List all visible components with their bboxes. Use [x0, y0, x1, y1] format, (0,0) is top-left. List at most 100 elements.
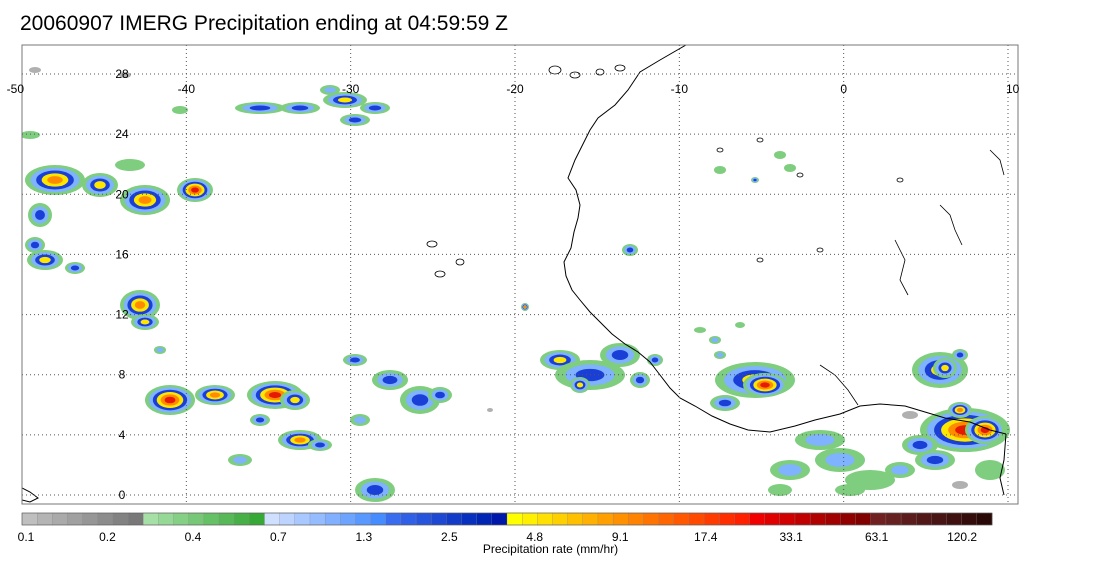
precip-cell	[711, 337, 719, 343]
lon-tick-label: 0	[840, 82, 847, 96]
colorbar-swatch	[385, 512, 402, 526]
precip-cell	[191, 187, 199, 193]
colorbar-swatch	[188, 512, 205, 526]
colorbar-swatch	[582, 512, 599, 526]
map-frame	[21, 44, 1019, 505]
precip-cell	[778, 464, 802, 476]
colorbar-swatch	[309, 512, 326, 526]
lat-tick-label: 0	[119, 488, 126, 502]
colorbar-label: 9.1	[612, 530, 629, 544]
colorbar-swatch	[461, 512, 478, 526]
island-outline	[614, 64, 626, 72]
precip-cell	[774, 151, 786, 159]
lat-tick-label: 20	[115, 187, 129, 201]
colorbar-swatch	[158, 512, 175, 526]
colorbar-swatch	[779, 512, 796, 526]
island	[22, 487, 39, 503]
colorbar-swatch	[431, 512, 447, 526]
precip-cell	[382, 375, 398, 385]
precip-cell	[268, 391, 282, 399]
precip-cell	[138, 196, 152, 204]
colorbar-label: 33.1	[779, 530, 803, 544]
lat-tick-label: 12	[115, 308, 129, 322]
precip-cell	[366, 485, 384, 495]
colorbar-label: 0.1	[18, 530, 35, 544]
lon-tick-label: -50	[7, 82, 25, 96]
lon-tick-label: -10	[671, 82, 689, 96]
precip-cell	[291, 105, 309, 111]
coastline-east-bend	[999, 433, 1007, 496]
lat-tick-label: 4	[119, 428, 126, 442]
colorbar-swatch	[794, 512, 811, 526]
colorbar-swatch	[567, 512, 584, 526]
colorbar: 0.1 0.2 0.4 0.7 1.3 2.5 4.8 9.1 17.4 33.1 63.1 120.…	[18, 512, 993, 544]
precip-cell	[487, 408, 493, 412]
colorbar-label: 4.8	[526, 530, 543, 544]
tick-labels: -50 -40 -30 -20 -10 0 10 28 24 20 16 12 8 4 0	[7, 67, 1020, 502]
precip-cell	[718, 399, 732, 407]
precip-cell	[956, 407, 964, 413]
precip-cell	[651, 357, 659, 363]
island-outline	[548, 65, 562, 75]
precip-cell	[805, 434, 835, 446]
colorbar-swatch	[67, 512, 84, 526]
colorbar-swatch	[628, 512, 644, 526]
colorbar-swatch	[476, 512, 493, 526]
precip-cell	[714, 166, 726, 174]
colorbar-swatch	[809, 512, 826, 526]
colorbar-swatch	[97, 512, 114, 526]
colorbar-swatch	[234, 512, 250, 526]
colorbar-swatch	[840, 512, 857, 526]
colorbar-swatch	[324, 512, 341, 526]
precip-cell	[411, 394, 429, 406]
colorbar-swatch	[340, 512, 356, 526]
precip-cell	[735, 322, 745, 328]
lat-tick-label: 8	[119, 368, 126, 382]
precip-cell	[350, 357, 360, 363]
island-outline	[896, 177, 904, 183]
colorbar-swatch	[21, 512, 38, 526]
colorbar-frame	[21, 512, 993, 526]
precip-cell	[975, 460, 1005, 480]
precip-cell	[47, 176, 63, 184]
precip-cell	[784, 164, 796, 172]
precip-cell	[22, 131, 40, 139]
precip-cell	[249, 105, 271, 111]
precip-cell	[626, 247, 634, 253]
colorbar-swatch	[143, 512, 159, 526]
precip-cell	[35, 210, 45, 220]
precip-cell	[30, 241, 40, 249]
colorbar-swatch	[703, 512, 720, 526]
colorbar-label: 120.2	[947, 530, 977, 544]
lon-tick-label: 10	[1006, 82, 1020, 96]
colorbar-swatch	[37, 512, 53, 526]
precip-cell	[576, 382, 584, 388]
precip-cell	[294, 437, 306, 443]
river-outline	[894, 239, 909, 296]
precip-cell	[348, 117, 362, 123]
precip-cell	[435, 391, 445, 399]
island-outline	[756, 257, 764, 263]
colorbar-swatch	[961, 512, 978, 526]
colorbar-label: 1.3	[356, 530, 373, 544]
precip-cell	[134, 301, 146, 309]
island-outline	[426, 240, 438, 248]
colorbar-swatch	[522, 512, 538, 526]
island-outline	[796, 172, 804, 178]
colorbar-swatch	[916, 512, 932, 526]
precip-cell	[768, 484, 792, 496]
precip-cell	[523, 305, 527, 309]
colorbar-swatch	[900, 512, 917, 526]
colorbar-swatch	[612, 512, 629, 526]
colorbar-swatch	[279, 512, 296, 526]
colorbar-swatch	[825, 512, 841, 526]
colorbar-swatch	[506, 512, 523, 526]
colorbar-swatch	[658, 512, 675, 526]
grid-lines	[22, 45, 1018, 504]
precip-cell	[926, 455, 944, 465]
precip-cell	[825, 453, 855, 467]
map-title: 20060907 IMERG Precipitation ending at 0…	[20, 12, 508, 35]
colorbar-swatch	[552, 512, 569, 526]
colorbar-swatch	[82, 512, 99, 526]
